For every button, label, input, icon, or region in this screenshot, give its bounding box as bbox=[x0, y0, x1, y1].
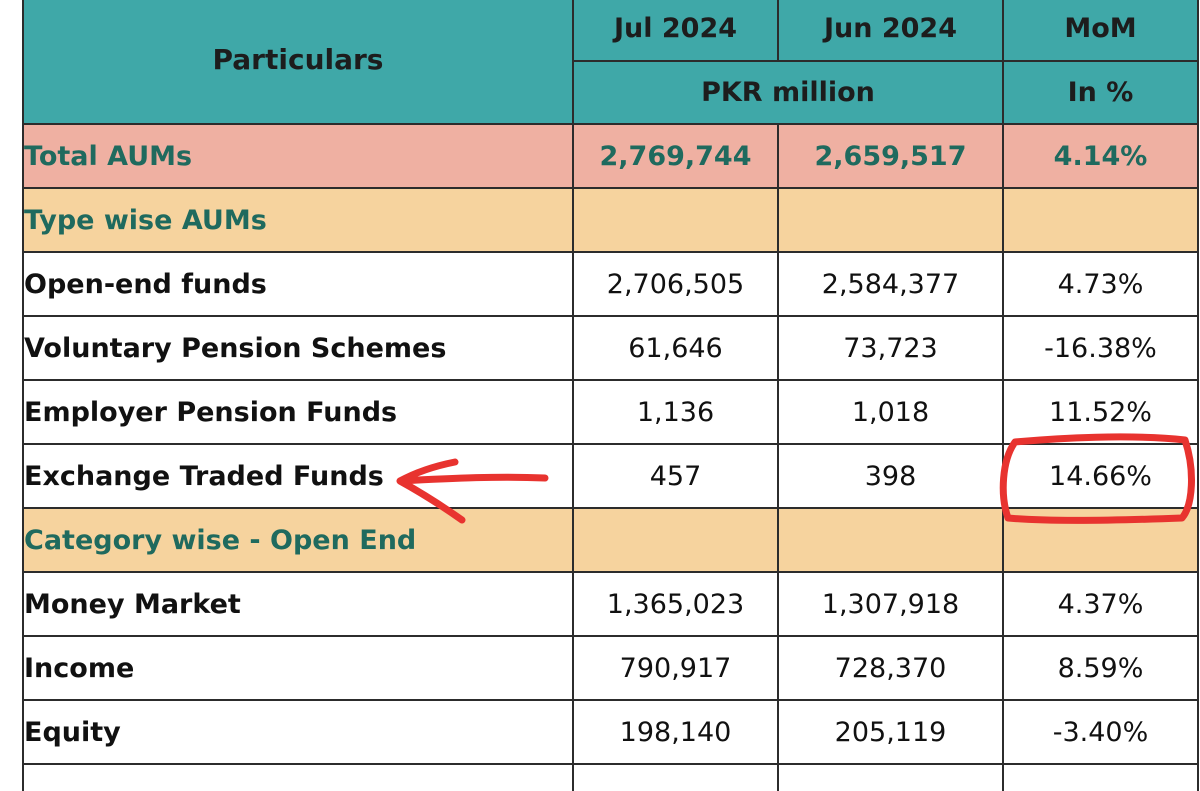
table-row-etf: Exchange Traded Funds 457 398 14.66% bbox=[22, 443, 1199, 509]
row-label: Money Market bbox=[22, 571, 574, 637]
row-mom: -3.40% bbox=[1002, 699, 1199, 765]
header-mom: MoM bbox=[1002, 0, 1199, 62]
row-jun: 2,584,377 bbox=[777, 251, 1004, 317]
row-jun: 1,018 bbox=[777, 379, 1004, 445]
row-label: Income bbox=[22, 635, 574, 701]
total-label: Total AUMs bbox=[22, 123, 574, 189]
row-mom: -16.38% bbox=[1002, 315, 1199, 381]
row-jul: 457 bbox=[572, 443, 779, 509]
row-jun: 1,307,918 bbox=[777, 571, 1004, 637]
table-row: Voluntary Pension Schemes 61,646 73,723 … bbox=[22, 315, 1199, 381]
header-particulars: Particulars bbox=[22, 0, 574, 125]
header-unit-pkr: PKR million bbox=[572, 60, 1004, 125]
section-category-wise-label: Category wise - Open End bbox=[22, 507, 574, 573]
row-mom: 4.37% bbox=[1002, 571, 1199, 637]
row-jun: 205,119 bbox=[777, 699, 1004, 765]
row-mom: 4.73% bbox=[1002, 251, 1199, 317]
row-label: Voluntary Pension Schemes bbox=[22, 315, 574, 381]
total-jul: 2,769,744 bbox=[572, 123, 779, 189]
row-jul: 790,917 bbox=[572, 635, 779, 701]
row-label: Equity bbox=[22, 699, 574, 765]
row-jun: 728,370 bbox=[777, 635, 1004, 701]
section-type-wise-label: Type wise AUMs bbox=[22, 187, 574, 253]
row-jul: 1,136 bbox=[572, 379, 779, 445]
total-jun: 2,659,517 bbox=[777, 123, 1004, 189]
row-mom: 11.52% bbox=[1002, 379, 1199, 445]
total-mom: 4.14% bbox=[1002, 123, 1199, 189]
total-aums-row: Total AUMs 2,769,744 2,659,517 4.14% bbox=[22, 123, 1199, 189]
row-jul: 2,706,505 bbox=[572, 251, 779, 317]
table-row: Employer Pension Funds 1,136 1,018 11.52… bbox=[22, 379, 1199, 445]
row-jun: 73,723 bbox=[777, 315, 1004, 381]
table-row: Income 790,917 728,370 8.59% bbox=[22, 635, 1199, 701]
row-jul: 1,365,023 bbox=[572, 571, 779, 637]
table-row: Money Market 1,365,023 1,307,918 4.37% bbox=[22, 571, 1199, 637]
section-type-wise: Type wise AUMs bbox=[22, 187, 1199, 253]
header-unit-pct: In % bbox=[1002, 60, 1199, 125]
header-row: Particulars Jul 2024 Jun 2024 MoM bbox=[22, 0, 1199, 125]
row-jul: 198,140 bbox=[572, 699, 779, 765]
row-mom: 8.59% bbox=[1002, 635, 1199, 701]
row-label: Open-end funds bbox=[22, 251, 574, 317]
row-label: Exchange Traded Funds bbox=[22, 443, 574, 509]
table-row: Equity 198,140 205,119 -3.40% bbox=[22, 699, 1199, 765]
header-units-row: PKR million In % bbox=[23, 60, 1199, 125]
aum-table: Particulars Jul 2024 Jun 2024 MoM PKR mi… bbox=[22, 0, 1199, 791]
header-jul-2024: Jul 2024 bbox=[572, 0, 779, 62]
row-jun: 398 bbox=[777, 443, 1004, 509]
table-row: Open-end funds 2,706,505 2,584,377 4.73% bbox=[22, 251, 1199, 317]
table-row-cut-off bbox=[22, 763, 1199, 791]
row-label: Employer Pension Funds bbox=[22, 379, 574, 445]
section-category-wise: Category wise - Open End bbox=[22, 507, 1199, 573]
header-jun-2024: Jun 2024 bbox=[777, 0, 1004, 62]
row-jul: 61,646 bbox=[572, 315, 779, 381]
row-mom: 14.66% bbox=[1002, 443, 1199, 509]
